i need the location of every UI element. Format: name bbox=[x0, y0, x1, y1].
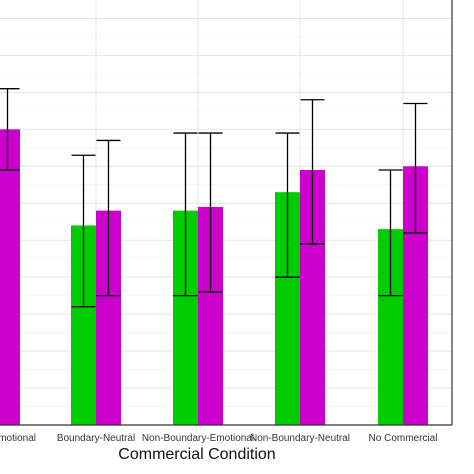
x-tick-labels: motional Boundary-Neutral Non-Boundary-Emo… bbox=[0, 433, 437, 444]
x-tick-label-1: Boundary-Neutral bbox=[57, 433, 135, 444]
x-axis-title: Commercial Condition bbox=[118, 446, 275, 463]
x-tick-label-0: motional bbox=[0, 433, 36, 444]
x-tick-label-3: Non-Boundary-Neutral bbox=[250, 433, 350, 444]
bar-series2-0 bbox=[0, 129, 20, 425]
error-bars bbox=[0, 88, 428, 308]
x-tick-label-4: No Commercial bbox=[369, 433, 438, 444]
x-tick-label-2: Non-Boundary-Emotional bbox=[142, 433, 254, 444]
